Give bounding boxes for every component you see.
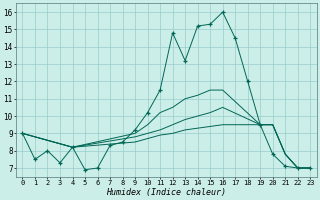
X-axis label: Humidex (Indice chaleur): Humidex (Indice chaleur) [106, 188, 226, 197]
